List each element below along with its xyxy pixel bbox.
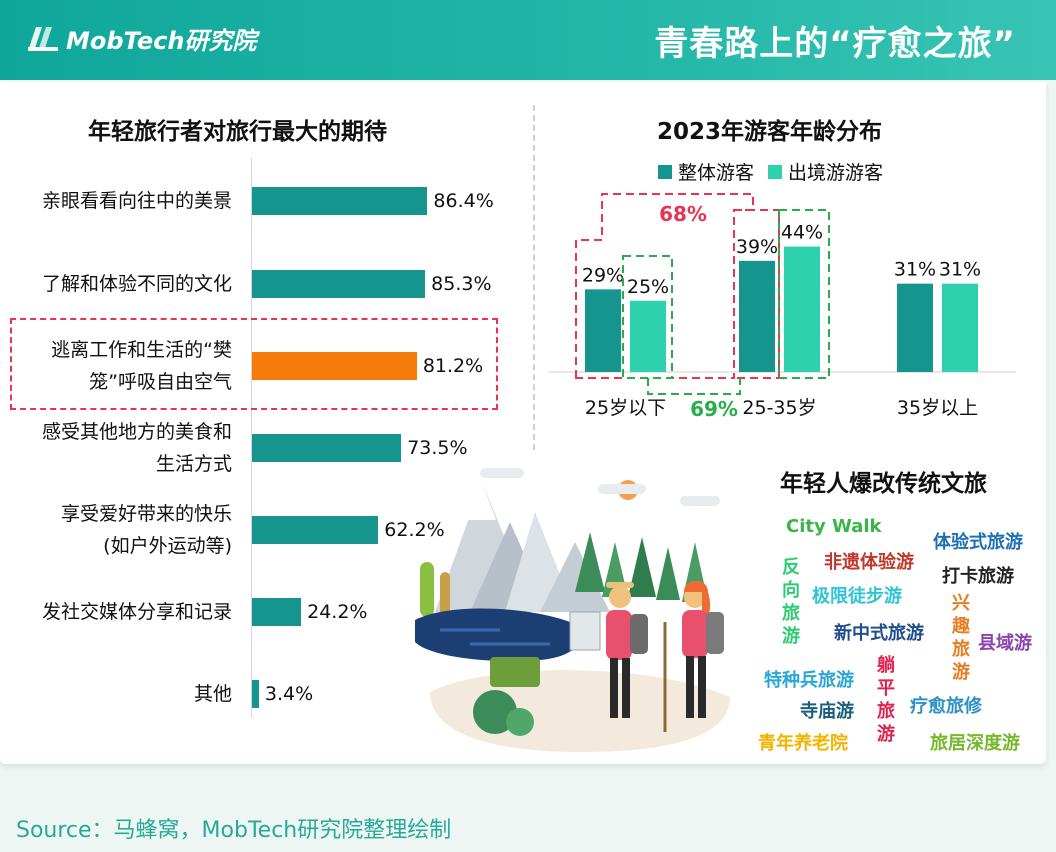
bar-category-line: 其他	[193, 683, 232, 705]
highlight-box-escape	[10, 318, 498, 410]
tag-text: 新中式旅游	[834, 623, 924, 644]
bar-category-label: 发社交媒体分享和记录	[10, 596, 232, 628]
tag-youth-home: 青年养老院	[758, 729, 848, 755]
cloud-icon	[480, 468, 720, 506]
ground-icon	[430, 657, 730, 752]
bar-category-line: 逃离工作和生活的“樊	[51, 339, 232, 361]
bar-6	[252, 680, 259, 708]
bar-category-label: 其他	[10, 678, 232, 710]
hiker-man-icon	[569, 582, 648, 718]
bar-category-label: 了解和体验不同的文化	[10, 268, 232, 300]
tags-title: 年轻人爆改传统文旅	[780, 471, 987, 497]
bar-value-label: 62.2%	[384, 519, 445, 541]
age-chart-legend: 整体游客 出境游游客	[658, 158, 897, 185]
tag-city-walk: City Walk	[786, 516, 881, 537]
bar-category-line: 生活方式	[155, 453, 232, 475]
bar-value-label: 81.2%	[422, 355, 484, 377]
bar-category-line: 感受其他地方的美食和	[41, 421, 232, 443]
legend-label-outbound: 出境游游客	[788, 162, 884, 184]
bar-category-label: 逃离工作和生活的“樊笼”呼吸自由空气	[10, 334, 232, 398]
bar-category-label: 亲眼看看向往中的美景	[10, 185, 232, 217]
tag-text: City Walk	[786, 516, 882, 537]
bar-0	[252, 187, 428, 215]
vtag-interest: 兴趣旅游	[952, 593, 970, 683]
tag-experience: 体验式旅游	[933, 528, 1023, 554]
bar-axis	[251, 158, 252, 718]
bar-category-line: (如户外运动等)	[103, 535, 232, 557]
source-note: Source：马蜂窝，MobTech研究院整理绘制	[16, 818, 452, 843]
tag-special-forces: 特种兵旅游	[764, 666, 854, 692]
right-chart-title: 2023年游客年龄分布	[657, 119, 883, 145]
lake-icon	[415, 608, 583, 662]
tag-text: 县域游	[978, 633, 1032, 654]
tag-text: 极限徒步游	[812, 586, 902, 607]
tag-text: 寺庙游	[800, 701, 854, 722]
vtag-reverse: 反向旅游	[782, 557, 800, 647]
page-title: 青春路上的“疗愈之旅”	[654, 24, 1016, 64]
tag-checkin: 打卡旅游	[942, 562, 1014, 588]
legend-item-overall: 整体游客	[658, 158, 754, 185]
tag-text: 特种兵旅游	[764, 670, 854, 691]
bar-value-label: 3.4%	[264, 683, 314, 705]
bar-category-line: 了解和体验不同的文化	[41, 273, 232, 295]
tag-temple: 寺庙游	[800, 697, 854, 723]
bar-value-label: 73.5%	[407, 437, 468, 459]
bar-5	[252, 598, 302, 626]
bar-category-line: 亲眼看看向往中的美景	[41, 190, 232, 212]
legend-item-outbound: 出境游游客	[768, 158, 883, 185]
logo-mark-icon	[28, 27, 58, 51]
brand-name: MobTech研究院	[66, 26, 257, 55]
tag-sojourn: 旅居深度游	[930, 729, 1020, 755]
bar-category-line: 享受爱好带来的快乐	[60, 503, 232, 525]
sun-icon	[598, 480, 646, 500]
travel-illustration	[415, 468, 730, 752]
tag-heritage: 非遗体验游	[824, 548, 914, 574]
bar-category-label: 享受爱好带来的快乐 (如户外运动等)	[10, 498, 232, 562]
tag-extreme-hike: 极限徒步游	[812, 582, 902, 608]
tag-text: 非遗体验游	[824, 552, 914, 573]
bar-3	[252, 434, 402, 462]
tag-text: 疗愈旅修	[910, 696, 982, 717]
tag-county: 县域游	[978, 629, 1032, 655]
bar-1	[252, 270, 426, 298]
bar-value-label: 24.2%	[307, 601, 368, 623]
bar-category-label: 感受其他地方的美食和生活方式	[10, 416, 232, 480]
bar-value-label: 85.3%	[431, 273, 492, 295]
vtag-lying-flat: 躺平旅游	[877, 655, 895, 745]
tag-text: 打卡旅游	[942, 566, 1014, 587]
mountain-icon	[435, 482, 610, 612]
hiker-woman-icon	[663, 580, 724, 732]
legend-swatch-overall	[658, 164, 672, 179]
header-bar: MobTech研究院 青春路上的“疗愈之旅”	[0, 0, 1056, 80]
tag-text: 体验式旅游	[933, 532, 1023, 553]
bar-4	[252, 516, 379, 544]
tag-text: 青年养老院	[758, 733, 848, 754]
bar-category-line: 笼”呼吸自由空气	[89, 371, 232, 393]
tag-text: 旅居深度游	[930, 733, 1020, 754]
tag-healing: 疗愈旅修	[910, 692, 982, 718]
left-chart-title: 年轻旅行者对旅行最大的期待	[88, 119, 387, 145]
section-divider	[533, 105, 535, 450]
bar-2	[252, 352, 417, 380]
brand-logo: MobTech研究院	[26, 18, 256, 58]
legend-swatch-outbound	[768, 164, 783, 179]
legend-label-overall: 整体游客	[678, 162, 755, 184]
bar-category-line: 发社交媒体分享和记录	[41, 601, 232, 623]
bar-value-label: 86.4%	[433, 190, 494, 212]
tag-new-chinese: 新中式旅游	[834, 619, 924, 645]
